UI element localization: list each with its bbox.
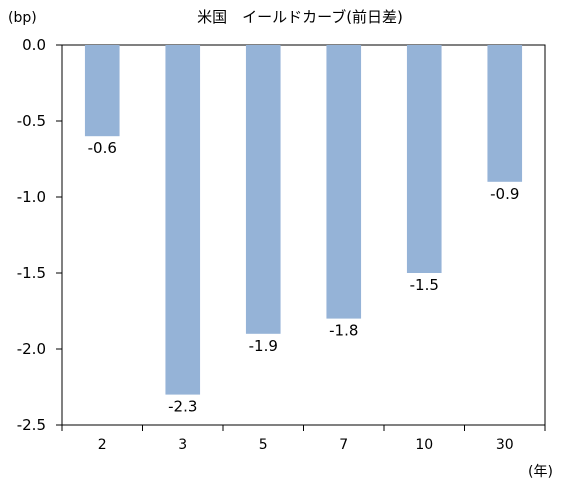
x-axis: 2 3 5 7 10 30 — [61, 425, 546, 453]
chart-title: 米国 イールドカーブ(前日差) — [197, 8, 403, 26]
y-tick-label: -1.0 — [17, 188, 46, 206]
bars: -0.6 -2.3 -1.9 -1.8 -1.5 -0.9 — [84, 45, 523, 416]
y-axis: 0.0 -0.5 -1.0 -1.5 -2.0 -2.5 — [17, 36, 62, 434]
y-tick-label: -2.0 — [17, 340, 46, 358]
bar — [326, 45, 362, 319]
y-tick-label: -0.5 — [17, 112, 46, 130]
bar-data-label: -0.6 — [88, 139, 117, 157]
x-tick-label: 3 — [178, 437, 187, 453]
bar — [487, 45, 523, 182]
y-tick-label: 0.0 — [22, 36, 46, 54]
x-axis-unit: (年) — [528, 464, 553, 480]
x-tick-label: 10 — [415, 437, 433, 453]
bar-data-label: -1.9 — [249, 337, 278, 355]
bar — [84, 45, 120, 137]
bar-data-label: -2.3 — [168, 398, 197, 416]
y-tick-label: -2.5 — [17, 416, 46, 434]
x-tick-label: 7 — [339, 437, 348, 453]
x-tick-label: 5 — [259, 437, 268, 453]
x-tick-label: 30 — [496, 437, 514, 453]
bar-data-label: -1.5 — [410, 276, 439, 294]
y-axis-unit: (bp) — [8, 10, 37, 26]
bar-data-label: -0.9 — [490, 185, 519, 203]
bar — [165, 45, 201, 395]
bar-data-label: -1.8 — [329, 322, 358, 340]
y-tick-label: -1.5 — [17, 264, 46, 282]
x-tick-label: 2 — [98, 437, 107, 453]
bar — [406, 45, 442, 273]
bar — [245, 45, 281, 334]
plot-area — [61, 44, 546, 426]
